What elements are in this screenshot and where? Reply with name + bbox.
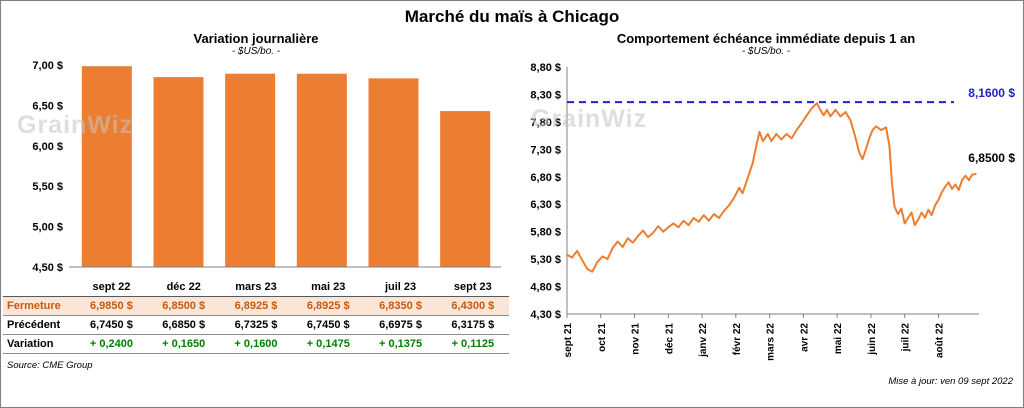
table-cell: 6,8925 $	[219, 296, 293, 316]
y-axis-tick-label: 5,80 $	[530, 227, 561, 239]
row-label: Précédent	[3, 315, 76, 335]
table-cell: 6,7450 $	[75, 315, 148, 335]
page-title: Marché du maïs à Chicago	[404, 7, 620, 26]
table-cell: 6,8350 $	[364, 296, 437, 316]
panels: Variation journalière - $US/bo. - 7,00 $…	[1, 29, 1023, 387]
price-table: sept 22 déc 22 mars 23 mai 23 juil 23 se…	[3, 278, 509, 354]
table-corner	[3, 278, 76, 297]
line-chart: 8,80 $ 8,30 $ 7,80 $ 7,30 $ 6,80 $ 6,30 $ 5,80…	[530, 62, 1015, 361]
y-axis-tick-label: 5,30 $	[530, 254, 561, 266]
y-axis-tick-label: 7,00 $	[32, 60, 63, 72]
y-axis-tick-label: 4,30 $	[530, 309, 561, 321]
table-cell: + 0,1475	[292, 334, 365, 354]
x-axis-tick-label: oct 21	[597, 323, 608, 352]
row-label: Variation	[3, 334, 76, 354]
y-axis-tick-label: 6,30 $	[530, 199, 561, 211]
bar-chart-panel: Variation journalière - $US/bo. - 7,00 $…	[1, 29, 509, 387]
table-row-precedent: Précédent 6,7450 $ 6,6850 $ 6,7325 $ 6,7…	[3, 315, 509, 335]
bar	[440, 111, 491, 267]
row-label: Fermeture	[3, 296, 76, 316]
y-axis-tick-label: 6,00 $	[32, 141, 63, 153]
y-axis-tick-label: 6,80 $	[530, 172, 561, 184]
x-axis-tick-label: janv 22	[698, 323, 709, 358]
table-cell: 6,8500 $	[147, 296, 220, 316]
y-axis-tick-label: 8,80 $	[530, 62, 561, 74]
y-axis-tick-label: 4,50 $	[32, 262, 63, 273]
line-chart-area: 8,80 $ 8,30 $ 7,80 $ 7,30 $ 6,80 $ 6,30 $ 5,80…	[509, 59, 1023, 374]
y-axis-tick-label: 7,80 $	[530, 117, 561, 129]
table-row-fermeture: Fermeture 6,9850 $ 6,8500 $ 6,8925 $ 6,8…	[3, 296, 509, 316]
line-chart-panel: Comportement échéance immédiate depuis 1…	[509, 29, 1023, 387]
x-axis-tick-label: mars 22	[766, 323, 777, 361]
x-axis-tick-label: déc 21	[664, 323, 675, 355]
reference-line-label: 8,1600 $	[968, 86, 1015, 100]
table-cell: 6,7450 $	[292, 315, 365, 335]
table-col-header: sept 23	[436, 278, 509, 297]
y-axis-tick-label: 5,50 $	[32, 181, 63, 193]
x-axis-tick-label: août 22	[934, 323, 945, 358]
y-axis-tick-label: 7,30 $	[530, 144, 561, 156]
table-cell: 6,8925 $	[292, 296, 365, 316]
last-value-label: 6,8500 $	[968, 151, 1015, 165]
update-note: Mise à jour: ven 09 sept 2022	[888, 376, 1013, 387]
y-axis-tick-label: 6,50 $	[32, 100, 63, 112]
table-cell: 6,7325 $	[219, 315, 293, 335]
bar	[296, 73, 347, 267]
table-col-header: mai 23	[292, 278, 365, 297]
bar-chart-subtitle: - $US/bo. -	[231, 46, 281, 57]
bar-chart: 7,00 $ 6,50 $ 6,00 $ 5,50 $ 5,00 $ 4,50 $	[32, 60, 501, 274]
x-axis-tick-label: févr 22	[732, 323, 743, 356]
table-cell: + 0,2400	[75, 334, 148, 354]
bar-chart-area: 7,00 $6,50 $6,00 $5,50 $5,00 $4,50 $ Gra…	[3, 59, 509, 278]
table-cell: + 0,1375	[364, 334, 437, 354]
table-cell: + 0,1125	[436, 334, 509, 354]
bar	[81, 66, 132, 267]
table-cell: 6,6975 $	[364, 315, 437, 335]
table-cell: 6,6850 $	[147, 315, 220, 335]
x-axis-tick-label: avr 22	[799, 323, 810, 352]
bar	[153, 77, 204, 268]
table-cell: 6,3175 $	[436, 315, 509, 335]
table-cell: 6,9850 $	[75, 296, 148, 316]
table-col-header: sept 22	[75, 278, 148, 297]
table-col-header: juil 23	[364, 278, 437, 297]
x-axis-tick-label: sept 21	[563, 323, 574, 358]
table-cell: + 0,1650	[147, 334, 220, 354]
source-note: Source: CME Group	[7, 360, 93, 371]
line-chart-title: Comportement échéance immédiate depuis 1…	[616, 31, 916, 46]
price-line	[566, 102, 977, 273]
table-header-row: sept 22 déc 22 mars 23 mai 23 juil 23 se…	[3, 278, 509, 297]
line-chart-subtitle: - $US/bo. -	[741, 46, 791, 57]
y-axis-tick-label: 4,80 $	[530, 282, 561, 294]
table-cell: + 0,1600	[219, 334, 293, 354]
table-col-header: déc 22	[147, 278, 220, 297]
bar	[225, 73, 276, 267]
y-axis-tick-label: 5,00 $	[32, 222, 63, 234]
x-axis-tick-label: juin 22	[867, 323, 878, 356]
table-row-variation: Variation + 0,2400 + 0,1650 + 0,1600 + 0…	[3, 334, 509, 354]
x-axis-tick-label: nov 21	[631, 323, 642, 355]
table-col-header: mars 23	[219, 278, 293, 297]
x-axis-tick-label: mai 22	[833, 323, 844, 355]
x-axis-tick-label: juil 22	[901, 323, 912, 353]
table-cell: 6,4300 $	[436, 296, 509, 316]
bar-chart-title: Variation journalière	[193, 31, 319, 46]
bar	[368, 78, 419, 267]
y-axis-tick-label: 8,30 $	[530, 89, 561, 101]
